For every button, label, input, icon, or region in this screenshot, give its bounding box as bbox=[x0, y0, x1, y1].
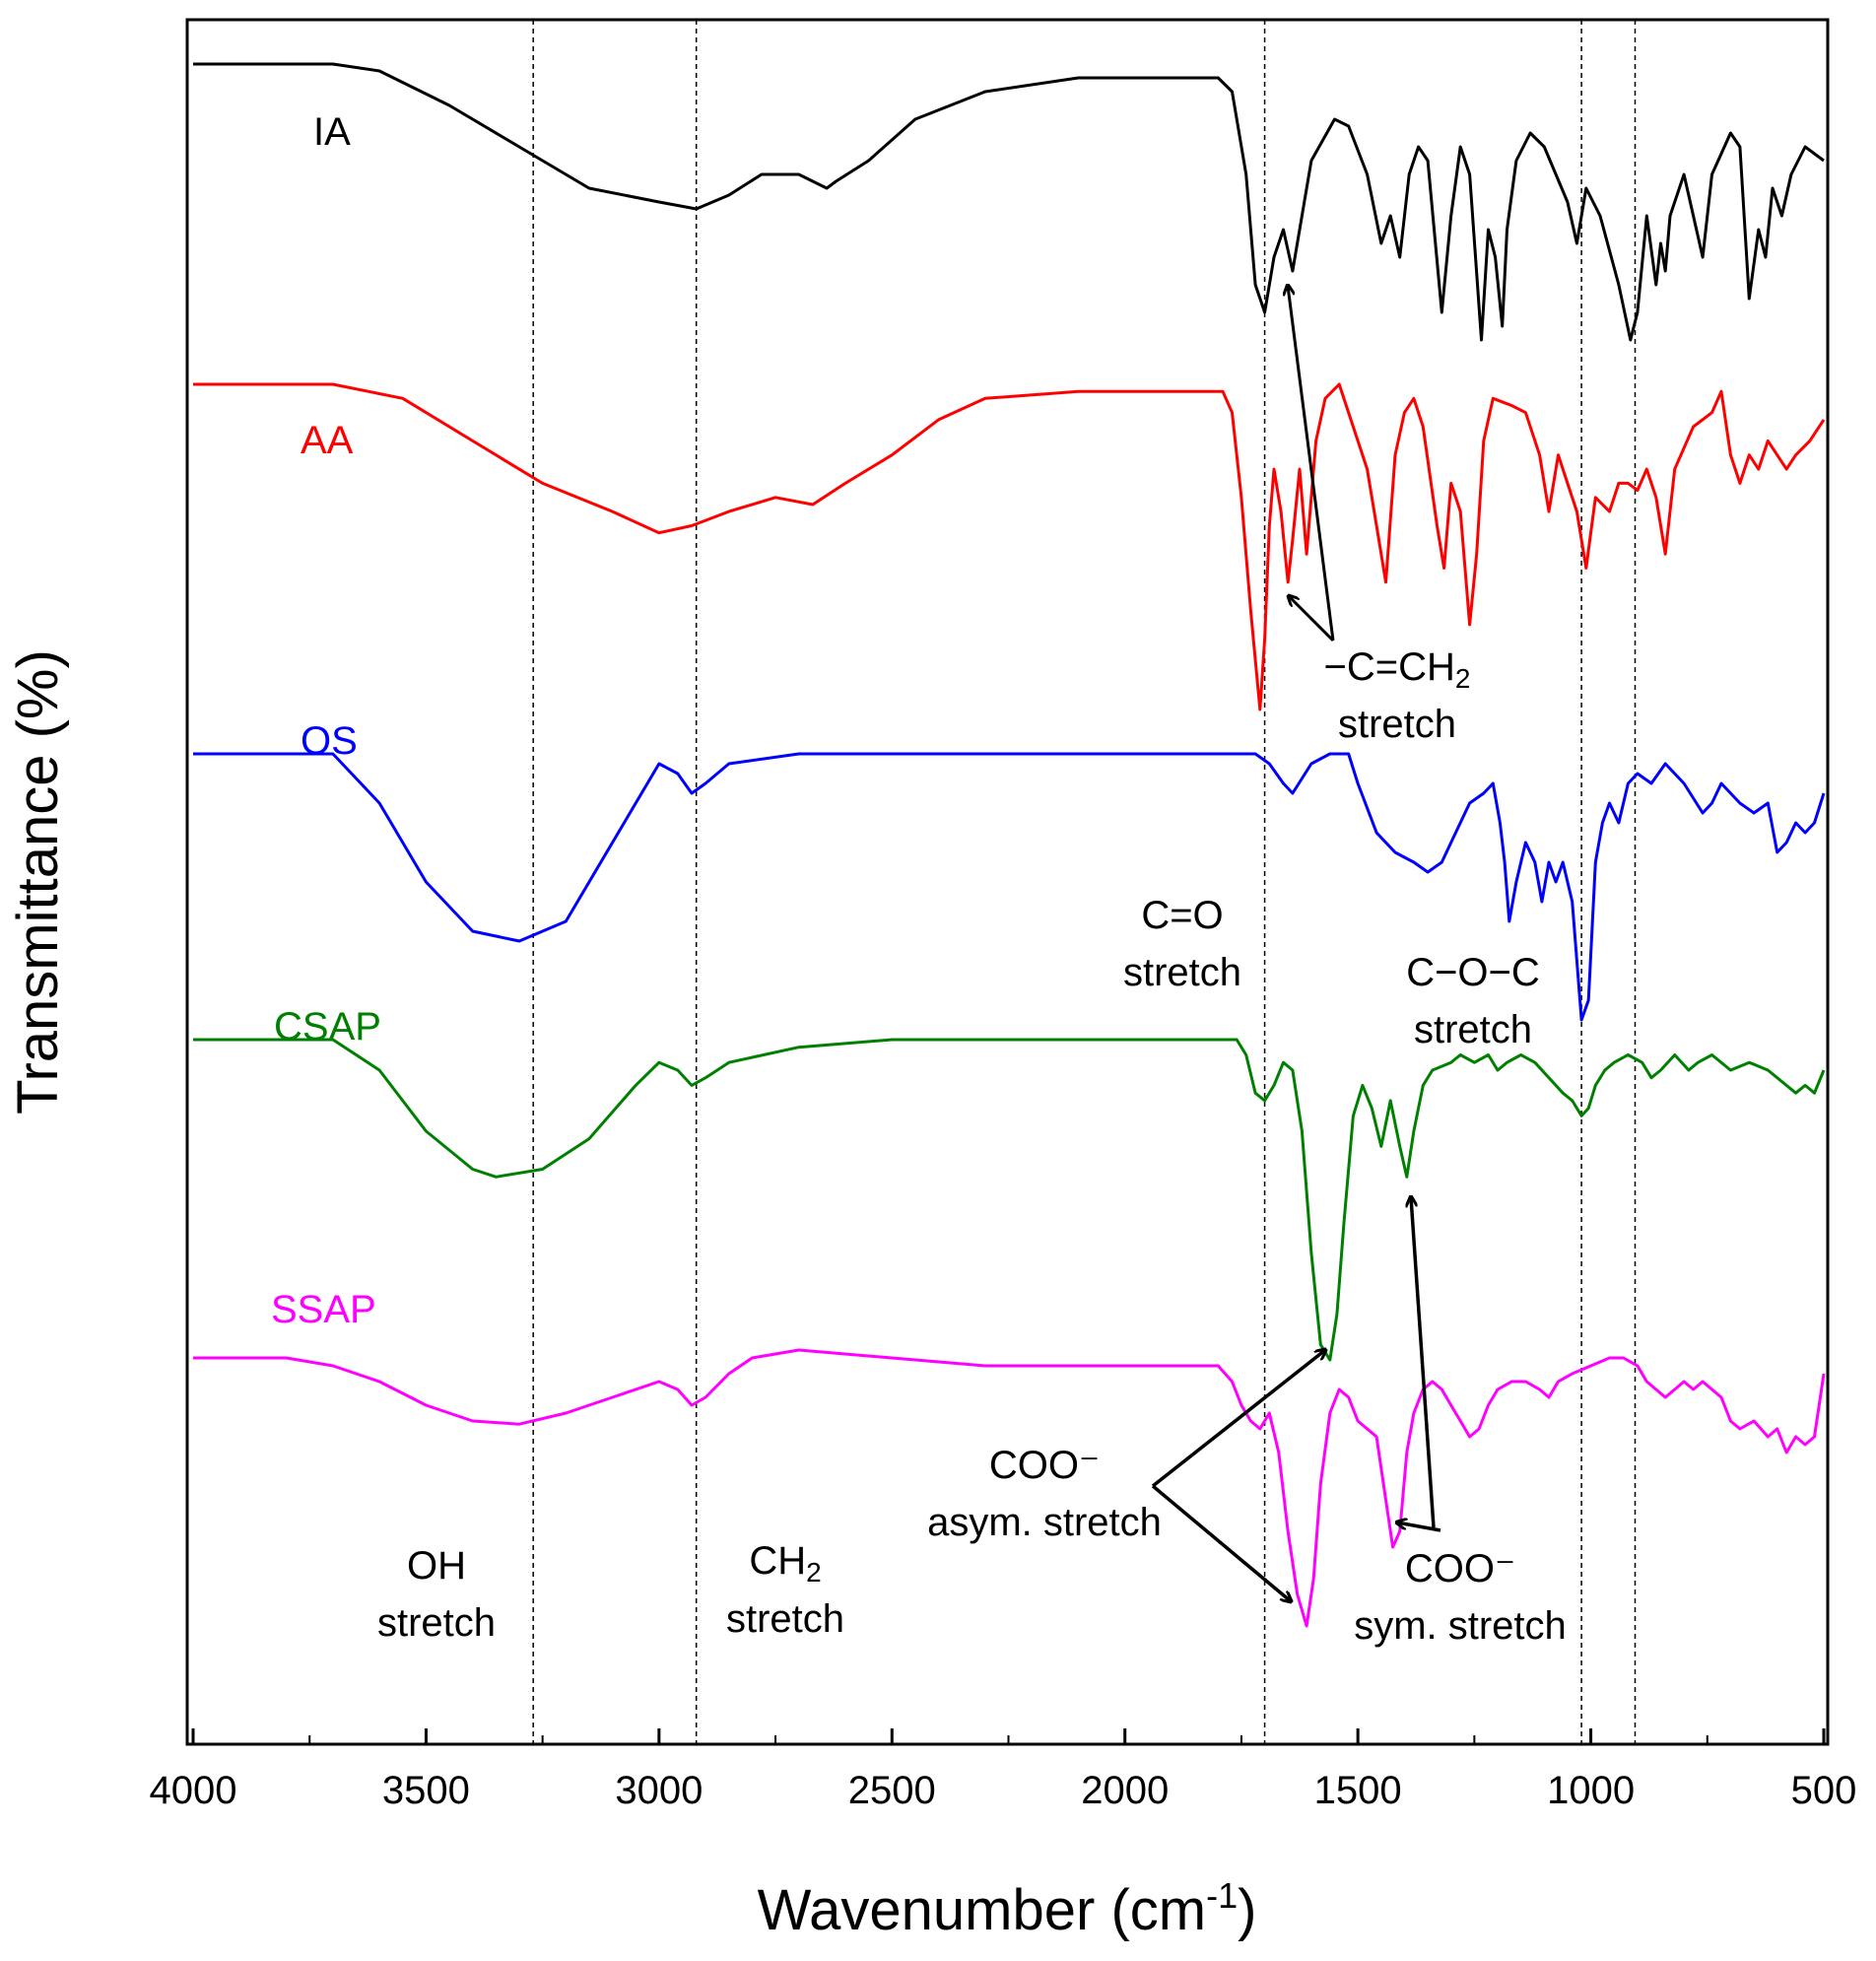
series-line-csap bbox=[193, 1038, 1826, 1362]
series-label-os: OS bbox=[301, 719, 358, 763]
annotation-vinyl-line1: −C=CH2 bbox=[1324, 645, 1471, 694]
x-axis-title-main: Wavenumber (cm bbox=[758, 1878, 1207, 1942]
series-line-ssap bbox=[193, 1348, 1826, 1628]
y-axis-title: Transmittance (%) bbox=[6, 649, 70, 1115]
annotation-oh-line2: stretch bbox=[377, 1601, 496, 1645]
annotation-coc-line1: C−O−C bbox=[1406, 951, 1540, 994]
arrow-asym-to-ssap bbox=[1151, 1484, 1291, 1601]
annotation-co-line2: stretch bbox=[1123, 951, 1241, 994]
x-tick-label-3500: 3500 bbox=[382, 1769, 470, 1812]
arrow-sym-to-ssap bbox=[1397, 1522, 1441, 1532]
annotation-ch2-line1: CH2 bbox=[749, 1539, 821, 1588]
series-label-ssap: SSAP bbox=[271, 1288, 376, 1331]
arrow-vinyl-to-aa bbox=[1289, 596, 1335, 642]
x-tick-label-1500: 1500 bbox=[1314, 1769, 1402, 1812]
series-line-aa bbox=[193, 382, 1826, 711]
annotation-coo-asym-line2: asym. stretch bbox=[927, 1501, 1162, 1544]
x-axis-ticks: 4000 3500 3000 2500 2000 1500 1000 500 bbox=[150, 1728, 1857, 1812]
x-axis-title-sup: -1 bbox=[1206, 1875, 1238, 1916]
annotation-ch2-line2: stretch bbox=[726, 1597, 844, 1641]
x-tick-label-500: 500 bbox=[1791, 1769, 1857, 1812]
x-tick-label-4000: 4000 bbox=[150, 1769, 237, 1812]
annotation-coo-sym-line2: sym. stretch bbox=[1354, 1604, 1567, 1648]
annotation-co-line1: C=O bbox=[1141, 894, 1223, 937]
series-label-csap: CSAP bbox=[274, 1005, 381, 1048]
series-label-aa: AA bbox=[301, 419, 354, 462]
series-line-ia bbox=[193, 62, 1825, 342]
x-tick-label-2500: 2500 bbox=[848, 1769, 936, 1812]
x-tick-label-2000: 2000 bbox=[1081, 1769, 1169, 1812]
x-tick-label-3000: 3000 bbox=[615, 1769, 703, 1812]
annotation-coo-sym-line1: COO⁻ bbox=[1405, 1547, 1515, 1590]
x-axis-title: Wavenumber (cm-1) bbox=[758, 1875, 1257, 1942]
annotation-vinyl-line2: stretch bbox=[1338, 703, 1456, 746]
arrow-asym-to-csap bbox=[1151, 1350, 1325, 1488]
annotation-oh-line1: OH bbox=[407, 1544, 466, 1588]
series-label-ia: IA bbox=[313, 110, 351, 154]
annotation-coo-asym-line1: COO⁻ bbox=[989, 1444, 1100, 1487]
reference-lines bbox=[532, 20, 1637, 1744]
series-line-os bbox=[193, 752, 1826, 1022]
annotation-coc-line2: stretch bbox=[1414, 1008, 1532, 1051]
x-tick-label-1000: 1000 bbox=[1547, 1769, 1635, 1812]
series-group bbox=[193, 62, 1826, 1628]
x-axis-title-end: ) bbox=[1238, 1878, 1256, 1942]
arrow-vinyl-to-ia bbox=[1288, 286, 1335, 642]
arrow-sym-to-csap bbox=[1411, 1197, 1436, 1528]
